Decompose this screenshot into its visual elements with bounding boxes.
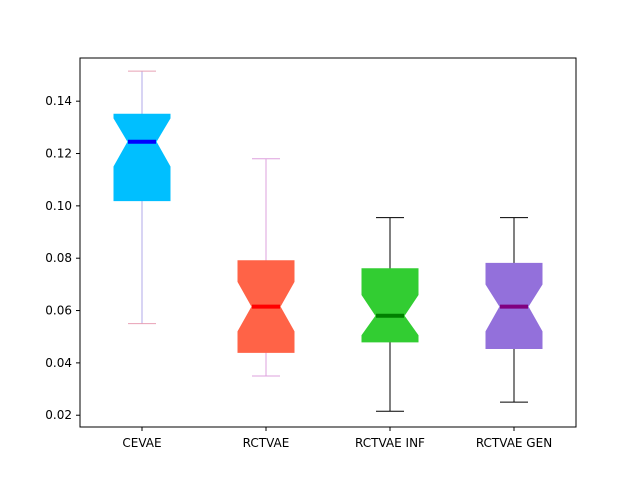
x-tick-label: CEVAE xyxy=(122,436,161,450)
y-tick-label: 0.08 xyxy=(45,251,72,265)
plot-frame xyxy=(79,57,577,428)
boxes-layer xyxy=(113,70,543,412)
box-group xyxy=(485,217,543,403)
y-tick-label: 0.02 xyxy=(45,408,72,422)
y-tick-label: 0.06 xyxy=(45,304,72,318)
box-group xyxy=(113,70,171,325)
box-body xyxy=(113,113,171,202)
box-group xyxy=(237,158,295,377)
y-tick-label: 0.10 xyxy=(45,199,72,213)
axes-layer: CEVAE RCTVAE RCTVAE INF RCTVAE GEN 0.02 0.04 0… xyxy=(45,94,552,450)
y-tick-label: 0.04 xyxy=(45,356,72,370)
y-tick-label: 0.14 xyxy=(45,94,72,108)
x-tick-label: RCTVAE GEN xyxy=(476,436,552,450)
y-tick-label: 0.12 xyxy=(45,147,72,161)
box-body xyxy=(361,268,419,343)
box-group xyxy=(361,217,419,412)
x-tick-label: RCTVAE INF xyxy=(355,436,425,450)
x-tick-label: RCTVAE xyxy=(243,436,290,450)
